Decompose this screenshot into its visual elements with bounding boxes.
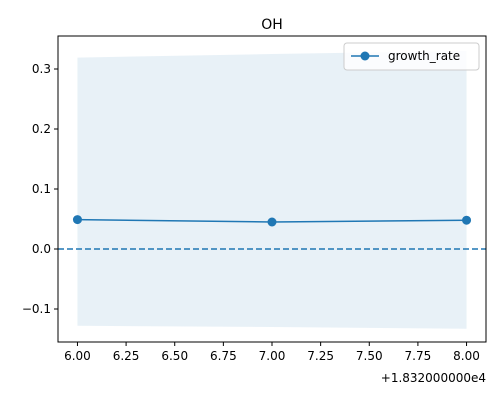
confidence-band: [77, 51, 467, 329]
confidence-band-layer: [77, 51, 467, 329]
y-tick-label: 0.1: [32, 182, 51, 196]
x-tick-label: 6.75: [210, 349, 237, 363]
x-tick-label: 7.00: [259, 349, 286, 363]
x-tick-label: 6.00: [64, 349, 91, 363]
legend: growth_rate: [343, 42, 480, 71]
x-tick-label: 6.50: [161, 349, 188, 363]
x-axis-offset-label: +1.832000000e4: [381, 371, 486, 385]
x-tick-label: 8.00: [453, 349, 480, 363]
x-tick-label: 7.25: [307, 349, 334, 363]
legend-label-growth-rate: growth_rate: [388, 49, 460, 63]
data-point-growth-rate: [72, 215, 82, 225]
y-axis-ticks: −0.1 0.0 0.1 0.2 0.3: [22, 62, 58, 316]
x-tick-label: 7.75: [405, 349, 432, 363]
y-tick-label: −0.1: [22, 302, 51, 316]
y-tick-label: 0.2: [32, 122, 51, 136]
y-tick-label: 0.0: [32, 242, 51, 256]
chart-title: OH: [261, 17, 283, 33]
data-point-growth-rate: [462, 215, 472, 225]
series-layer: [72, 215, 472, 227]
data-point-growth-rate: [267, 217, 277, 227]
x-tick-label: 7.50: [356, 349, 383, 363]
x-tick-label: 6.25: [113, 349, 140, 363]
y-tick-label: 0.3: [32, 62, 51, 76]
x-axis-ticks: 6.00 6.25 6.50 6.75 7.00 7.25 7.50 7.75 8.00: [64, 342, 480, 363]
legend-marker-swatch: [360, 51, 370, 61]
legend-box: [343, 42, 480, 71]
